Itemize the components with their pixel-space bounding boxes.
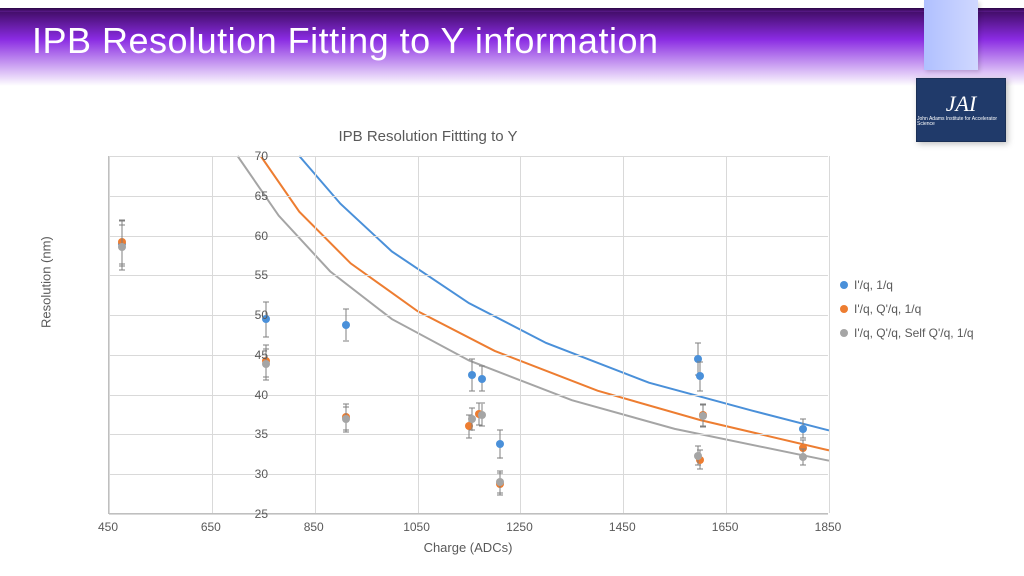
data-point xyxy=(699,412,707,420)
chart-title: IPB Resolution Fittting to Y xyxy=(28,128,828,145)
data-point xyxy=(496,440,504,448)
data-point xyxy=(118,243,126,251)
x-tick: 1850 xyxy=(804,520,852,534)
legend-item: I'/q, Q'/q, Self Q'/q, 1/q xyxy=(840,326,974,340)
slide-title: IPB Resolution Fitting to Y information xyxy=(32,20,659,62)
data-point xyxy=(478,411,486,419)
x-tick: 450 xyxy=(84,520,132,534)
ribbon-decoration xyxy=(924,0,978,70)
y-tick: 65 xyxy=(228,189,268,203)
y-tick: 35 xyxy=(228,427,268,441)
legend-marker-icon xyxy=(840,329,848,337)
data-point xyxy=(799,453,807,461)
x-tick: 850 xyxy=(290,520,338,534)
data-point xyxy=(468,415,476,423)
legend-label: I'/q, Q'/q, Self Q'/q, 1/q xyxy=(854,326,974,340)
legend-item: I'/q, Q'/q, 1/q xyxy=(840,302,974,316)
x-tick: 650 xyxy=(187,520,235,534)
logo-subtitle: John Adams Institute for Accelerator Sci… xyxy=(917,117,1005,128)
y-tick: 60 xyxy=(228,229,268,243)
legend-label: I'/q, Q'/q, 1/q xyxy=(854,302,921,316)
y-tick: 40 xyxy=(228,388,268,402)
y-tick: 45 xyxy=(228,348,268,362)
data-point xyxy=(342,321,350,329)
data-point xyxy=(468,371,476,379)
title-band: IPB Resolution Fitting to Y information xyxy=(0,8,1024,86)
legend-marker-icon xyxy=(840,281,848,289)
x-tick: 1450 xyxy=(598,520,646,534)
plot-area xyxy=(108,156,828,514)
y-tick: 70 xyxy=(228,149,268,163)
legend-marker-icon xyxy=(840,305,848,313)
data-point xyxy=(496,478,504,486)
y-tick: 55 xyxy=(228,268,268,282)
y-tick: 50 xyxy=(228,308,268,322)
y-tick: 30 xyxy=(228,467,268,481)
data-point xyxy=(696,372,704,380)
chart-container: IPB Resolution Fittting to Y Resolution … xyxy=(28,128,996,558)
data-point xyxy=(694,452,702,460)
fit-curves xyxy=(109,156,828,513)
x-axis-label: Charge (ADCs) xyxy=(108,540,828,555)
legend-label: I'/q, 1/q xyxy=(854,278,893,292)
y-tick: 25 xyxy=(228,507,268,521)
legend-item: I'/q, 1/q xyxy=(840,278,974,292)
data-point xyxy=(478,375,486,383)
x-tick: 1250 xyxy=(495,520,543,534)
x-tick: 1650 xyxy=(701,520,749,534)
y-axis-label: Resolution (nm) xyxy=(39,236,54,328)
data-point xyxy=(799,425,807,433)
data-point xyxy=(342,415,350,423)
logo-text: JAI xyxy=(946,93,977,115)
legend: I'/q, 1/q I'/q, Q'/q, 1/q I'/q, Q'/q, Self… xyxy=(840,278,974,350)
x-tick: 1050 xyxy=(393,520,441,534)
